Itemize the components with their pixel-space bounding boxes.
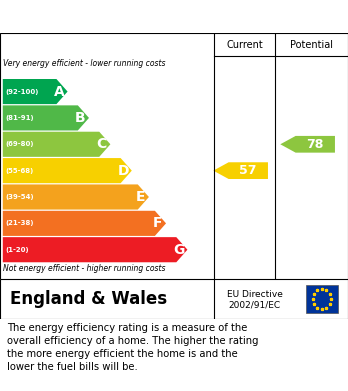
Text: (69-80): (69-80): [5, 141, 34, 147]
Text: G: G: [173, 243, 184, 257]
Polygon shape: [3, 158, 132, 183]
Text: The energy efficiency rating is a measure of the
overall efficiency of a home. T: The energy efficiency rating is a measur…: [7, 323, 259, 372]
Text: 57: 57: [239, 164, 257, 177]
Text: B: B: [75, 111, 86, 125]
Text: E: E: [135, 190, 145, 204]
Polygon shape: [280, 136, 335, 152]
Text: C: C: [96, 137, 107, 151]
Polygon shape: [3, 79, 68, 104]
Text: Energy Efficiency Rating: Energy Efficiency Rating: [10, 9, 220, 24]
Text: (55-68): (55-68): [5, 168, 33, 174]
Polygon shape: [3, 185, 149, 210]
Polygon shape: [3, 237, 188, 262]
Text: Current: Current: [226, 39, 263, 50]
Bar: [306, 285, 338, 314]
Text: Not energy efficient - higher running costs: Not energy efficient - higher running co…: [3, 264, 166, 273]
Text: D: D: [117, 164, 129, 178]
Text: (39-54): (39-54): [5, 194, 34, 200]
Polygon shape: [213, 162, 268, 179]
Text: (81-91): (81-91): [5, 115, 34, 121]
Text: A: A: [54, 84, 64, 99]
Text: Very energy efficient - lower running costs: Very energy efficient - lower running co…: [3, 59, 166, 68]
Polygon shape: [3, 211, 166, 236]
Polygon shape: [3, 105, 89, 131]
Text: (92-100): (92-100): [5, 89, 39, 95]
Text: F: F: [152, 216, 162, 230]
Text: (21-38): (21-38): [5, 221, 34, 226]
Text: 78: 78: [306, 138, 324, 151]
Text: 2002/91/EC: 2002/91/EC: [229, 301, 281, 310]
Text: (1-20): (1-20): [5, 247, 29, 253]
Polygon shape: [3, 132, 110, 157]
Text: Potential: Potential: [290, 39, 333, 50]
Text: EU Directive: EU Directive: [227, 290, 283, 299]
Text: England & Wales: England & Wales: [10, 290, 168, 308]
